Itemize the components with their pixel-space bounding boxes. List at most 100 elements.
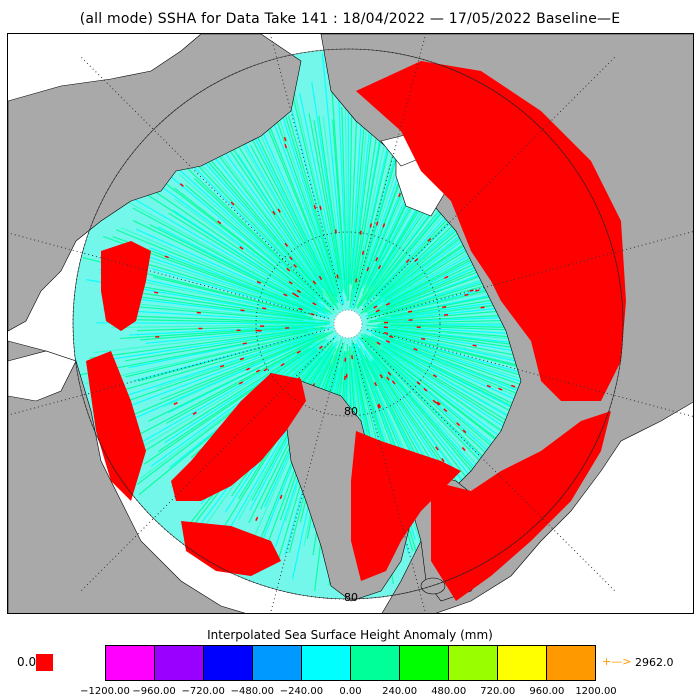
meridian-line bbox=[367, 328, 693, 417]
anomaly-dash bbox=[441, 457, 445, 463]
satellite-track bbox=[148, 332, 329, 422]
satellite-track bbox=[132, 219, 319, 311]
satellite-track bbox=[138, 169, 326, 308]
satellite-track bbox=[151, 267, 326, 319]
satellite-track bbox=[115, 229, 311, 310]
anomaly-dash bbox=[375, 221, 379, 226]
satellite-track bbox=[228, 344, 337, 530]
satellite-track bbox=[352, 112, 381, 290]
colorbar-segment bbox=[498, 646, 547, 680]
satellite-track bbox=[313, 120, 342, 281]
satellite-track bbox=[322, 116, 345, 288]
land-layer bbox=[8, 34, 693, 613]
satellite-track bbox=[336, 65, 348, 297]
anomaly-dash bbox=[298, 307, 303, 311]
map-title: (all mode) SSHA for Data Take 141 : 18/0… bbox=[79, 11, 621, 27]
satellite-track bbox=[135, 291, 313, 320]
satellite-track bbox=[139, 326, 303, 341]
anomaly-dash bbox=[423, 387, 428, 392]
anomaly-dash bbox=[432, 399, 437, 404]
satellite-track bbox=[247, 130, 335, 297]
anomaly-dash bbox=[374, 381, 378, 387]
red-region-greenland-sea bbox=[351, 431, 461, 581]
satellite-track bbox=[157, 226, 331, 316]
anomaly-dash bbox=[292, 292, 297, 296]
anomaly-dash bbox=[475, 289, 480, 292]
satellite-track bbox=[121, 331, 334, 445]
anomaly-dash bbox=[318, 275, 323, 280]
overflow-value: 2962.0 bbox=[635, 656, 674, 669]
satellite-track bbox=[351, 123, 368, 279]
ssha-high-anomaly-regions bbox=[86, 61, 626, 601]
satellite-track bbox=[89, 328, 316, 363]
colorbar-tick-label: −240.00 bbox=[279, 686, 324, 697]
anomaly-dash bbox=[413, 348, 418, 351]
red-region-labrador bbox=[181, 521, 281, 576]
satellite-track bbox=[133, 332, 314, 382]
meridian-line bbox=[269, 34, 344, 305]
satellite-track bbox=[120, 227, 328, 316]
satellite-track bbox=[299, 93, 345, 305]
satellite-track bbox=[308, 113, 343, 294]
colorbar-tick-label: −960.00 bbox=[132, 686, 176, 697]
anomaly-dash bbox=[319, 205, 322, 210]
satellite-track bbox=[321, 53, 346, 294]
meridian-line bbox=[78, 337, 335, 594]
anomaly-dash bbox=[242, 342, 247, 345]
anomaly-dash bbox=[263, 368, 268, 372]
anomaly-dash bbox=[382, 223, 386, 228]
satellite-track bbox=[118, 304, 304, 321]
anomaly-dash bbox=[375, 309, 380, 313]
satellite-track bbox=[123, 315, 315, 324]
satellite-track bbox=[96, 331, 325, 413]
anomaly-dash bbox=[230, 201, 235, 206]
satellite-track bbox=[237, 154, 327, 291]
colorbar bbox=[105, 645, 596, 681]
anomaly-dash bbox=[377, 264, 382, 270]
satellite-track bbox=[362, 337, 495, 462]
anomaly-dash bbox=[283, 136, 287, 142]
anomaly-dash bbox=[255, 516, 259, 521]
anomaly-dash bbox=[369, 223, 373, 228]
satellite-track bbox=[290, 106, 344, 303]
anomaly-dash bbox=[486, 384, 491, 388]
satellite-track bbox=[158, 339, 324, 453]
satellite-track bbox=[227, 114, 332, 295]
anomaly-dash bbox=[286, 267, 291, 272]
satellite-track bbox=[135, 319, 330, 325]
anomaly-dash bbox=[277, 208, 281, 213]
colorbar-tick-label: 720.00 bbox=[480, 686, 516, 697]
anomaly-dash bbox=[435, 446, 439, 451]
anomaly-dash bbox=[385, 302, 391, 306]
meridian-line bbox=[361, 54, 618, 311]
polar-map[interactable]: 80 80 bbox=[7, 33, 694, 614]
satellite-track bbox=[100, 332, 317, 398]
satellite-track bbox=[148, 169, 317, 301]
anomaly-dash bbox=[378, 403, 382, 408]
anomaly-dash bbox=[239, 246, 244, 250]
anomaly-dash bbox=[312, 302, 317, 306]
anomaly-dash bbox=[472, 344, 477, 347]
satellite-track bbox=[89, 326, 324, 359]
anomaly-dash bbox=[377, 404, 380, 409]
satellite-track bbox=[152, 144, 330, 307]
anomaly-dash bbox=[361, 250, 365, 255]
anomaly-dash bbox=[366, 266, 370, 272]
anomaly-dash bbox=[284, 144, 288, 149]
anomaly-dash bbox=[391, 380, 396, 385]
satellite-track bbox=[169, 150, 331, 308]
anomaly-dash bbox=[312, 280, 317, 285]
satellite-track bbox=[178, 173, 336, 314]
latitude-label-outer: 80 bbox=[344, 591, 358, 604]
colorbar-segment bbox=[400, 646, 449, 680]
underflow-swatch bbox=[36, 654, 53, 671]
anomaly-dash bbox=[293, 263, 298, 268]
underflow-value: 0.0 bbox=[17, 655, 37, 669]
anomaly-dash bbox=[435, 401, 440, 406]
meridian-line bbox=[8, 328, 329, 416]
colorbar-tick-label: 1200.00 bbox=[575, 686, 617, 697]
meridian-line bbox=[352, 34, 427, 305]
satellite-track bbox=[157, 335, 313, 389]
colorbar-segment bbox=[204, 646, 253, 680]
landmass-white-ne bbox=[8, 350, 77, 402]
